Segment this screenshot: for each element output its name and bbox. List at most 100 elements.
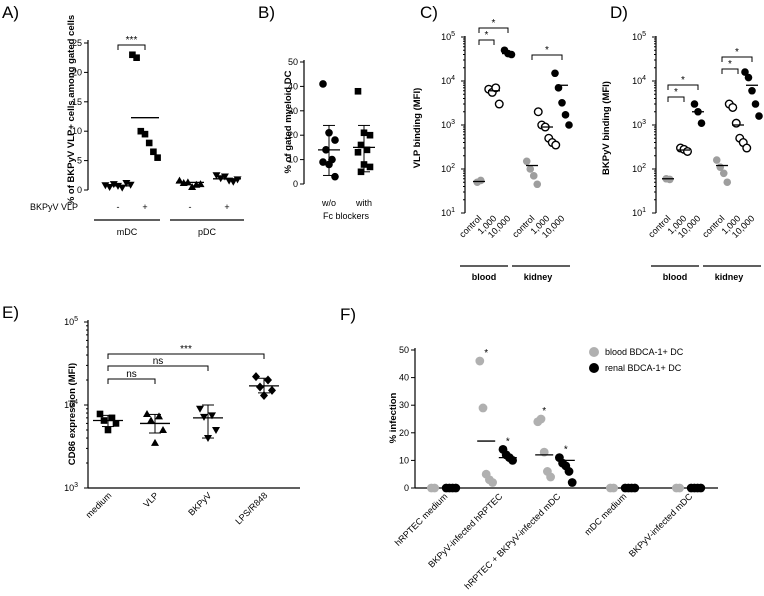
panel-c-points bbox=[473, 46, 573, 189]
panel-a-y-tick-label: 0 bbox=[77, 185, 82, 195]
panel-b-point bbox=[366, 131, 374, 139]
panel-a-row-label: BKPyV VLP bbox=[30, 202, 78, 212]
panel-f-sig-label: * bbox=[484, 348, 488, 359]
panel-d-bracket bbox=[667, 96, 685, 102]
panel-f-point bbox=[488, 478, 497, 487]
panel-d-sig-label: * bbox=[674, 87, 678, 98]
panel-f-point bbox=[430, 483, 439, 493]
panel-b-point bbox=[331, 172, 339, 181]
panel-c-point bbox=[533, 180, 542, 189]
panel-f-point bbox=[609, 483, 618, 493]
panel-c-point bbox=[558, 98, 566, 107]
panel-e-point bbox=[260, 391, 268, 401]
panel-c-point bbox=[561, 111, 570, 119]
panel-c-point bbox=[491, 83, 501, 93]
panel-a-y-tick-label: 25 bbox=[72, 38, 82, 48]
panel-e: E) CD86 expression (MFI) 103 104 105 *** ns… bbox=[2, 303, 300, 526]
panel-d-bracket bbox=[721, 68, 739, 74]
panel-c-sig-label: * bbox=[492, 18, 496, 29]
panel-f-sig-label: * bbox=[506, 436, 510, 447]
panel-f-point bbox=[567, 478, 577, 487]
panel-e-point bbox=[256, 382, 264, 392]
panel-a-point bbox=[229, 178, 238, 186]
panel-a-point bbox=[109, 181, 118, 189]
panel-f-point bbox=[696, 483, 706, 493]
panel-c-point bbox=[507, 50, 516, 59]
panel-c-point bbox=[522, 157, 531, 166]
panel-d-y-ticks: 101 102 103 104 105 bbox=[632, 31, 656, 218]
panel-d: D) BKPyV binding (MFI) 101 102 103 104 105 *… bbox=[601, 3, 763, 282]
panel-d-points bbox=[662, 68, 763, 187]
panel-d-y-tick-label: 101 bbox=[632, 207, 646, 218]
panel-a-category: + bbox=[142, 202, 147, 212]
panel-d-point bbox=[723, 178, 732, 187]
panel-d-point bbox=[742, 143, 752, 153]
panel-f-y-tick-label: 10 bbox=[399, 455, 409, 465]
panel-f-point bbox=[564, 467, 574, 476]
panel-f-category: BKPyV-infected mDC bbox=[627, 491, 695, 559]
panel-f-label: F) bbox=[340, 305, 356, 324]
panel-b-point bbox=[354, 148, 362, 156]
panel-b: B) % of gated myeloid DC 0 10 20 30 40 50 w/o… bbox=[258, 3, 375, 221]
panel-e-point bbox=[200, 413, 208, 421]
panel-a-label: A) bbox=[2, 3, 19, 22]
panel-a-point bbox=[196, 180, 205, 188]
panel-f-points: * * * * bbox=[427, 348, 706, 493]
panel-e-y-tick-label: 104 bbox=[64, 399, 78, 410]
panel-a-sig-label: *** bbox=[126, 35, 138, 46]
panel-f-point bbox=[478, 403, 488, 413]
panel-e-point bbox=[204, 435, 212, 443]
panel-a-point bbox=[150, 148, 157, 156]
panel-b-point bbox=[360, 161, 368, 168]
panel-d-point bbox=[751, 100, 760, 108]
panel-a-y-tick-label: 10 bbox=[72, 126, 82, 136]
panel-e-point bbox=[143, 409, 151, 417]
panel-a-point bbox=[133, 54, 140, 61]
legend-label-renal: renal BDCA-1+ DC bbox=[605, 363, 682, 373]
panel-e-sig-label: ns bbox=[126, 369, 137, 380]
panel-f-category: hRPTEC medium bbox=[393, 491, 450, 548]
panel-d-y-tick-label: 104 bbox=[632, 75, 646, 86]
panel-b-y-tick-label: 20 bbox=[288, 130, 298, 140]
panel-a-category: - bbox=[117, 202, 120, 212]
panel-b-y-ticks: 0 10 20 30 40 50 bbox=[288, 57, 304, 189]
panel-e-point bbox=[112, 420, 120, 427]
panel-e-point bbox=[159, 425, 167, 433]
panel-c-group-kidney: kidney bbox=[524, 272, 553, 282]
panel-e-bracket bbox=[107, 365, 209, 371]
panel-d-bracket bbox=[667, 84, 699, 90]
panel-a-point bbox=[233, 176, 242, 184]
panel-e-category: LPS/R848 bbox=[233, 490, 269, 526]
panel-b-points bbox=[318, 80, 375, 181]
panel-c-group-blood: blood bbox=[472, 272, 497, 282]
panel-f: F) % infection 0 10 20 30 40 50 * * * * hRPTEC m… bbox=[340, 305, 718, 591]
panel-b-point bbox=[319, 80, 327, 88]
panel-d-sig-label: * bbox=[681, 75, 685, 86]
panel-e-y-ticks: 103 104 105 bbox=[64, 316, 88, 493]
panel-f-point bbox=[546, 472, 555, 482]
panel-f-point bbox=[451, 483, 461, 493]
panel-c-point bbox=[533, 107, 543, 117]
panel-e-bracket bbox=[107, 378, 156, 384]
panel-c-bracket bbox=[478, 39, 495, 45]
panel-e-point bbox=[208, 412, 216, 420]
panel-d-sig-label: * bbox=[735, 47, 739, 58]
panel-f-y-tick-label: 40 bbox=[399, 373, 409, 383]
panel-a-bracket bbox=[117, 44, 146, 50]
panel-a-point bbox=[129, 51, 136, 59]
legend-label-blood: blood BDCA-1+ DC bbox=[605, 347, 684, 357]
panel-c-point bbox=[554, 84, 563, 92]
panel-b-ylabel: % of gated myeloid DC bbox=[283, 70, 294, 173]
panel-c-significance: *** bbox=[478, 18, 563, 60]
panel-a: A) % of BKPyV VLP+ cells among gated cel… bbox=[2, 3, 244, 237]
panel-d-point bbox=[683, 146, 693, 156]
panel-a-point bbox=[145, 139, 153, 147]
panel-a-points bbox=[101, 51, 242, 192]
panel-d-ylabel: BKPyV binding (MFI) bbox=[601, 81, 612, 175]
panel-e-sig-label: ns bbox=[153, 356, 164, 367]
panel-b-point bbox=[357, 141, 365, 149]
